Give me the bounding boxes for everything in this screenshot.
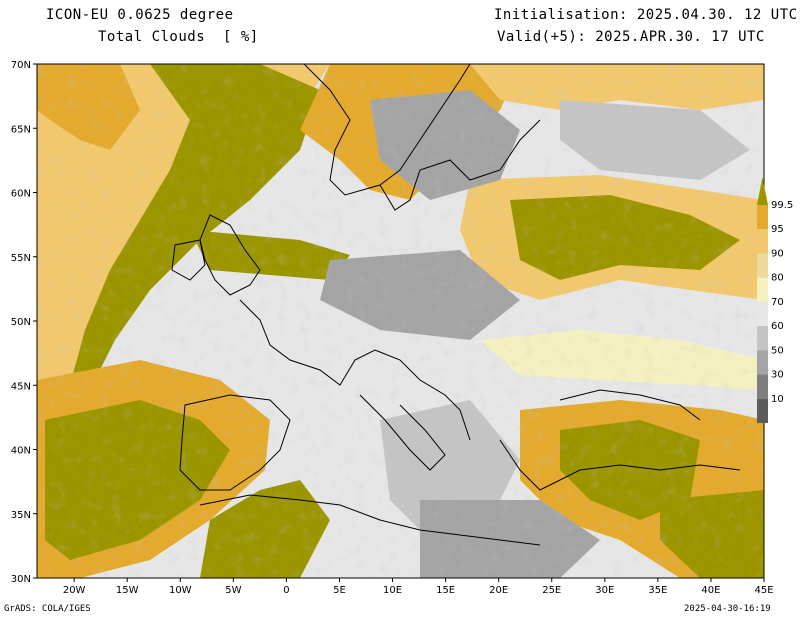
colorbar-swatch: [757, 253, 768, 278]
colorbar-label: 30: [771, 370, 784, 381]
lon-tick-label: 25E: [542, 585, 561, 596]
lon-tick-label: 45E: [754, 585, 773, 596]
colorbar-swatch: [757, 398, 768, 423]
render-timestamp: 2025-04-30-16:19: [684, 604, 771, 614]
lon-tick-label: 15W: [116, 585, 139, 596]
colorbar-cap: [757, 177, 768, 205]
latitude-axis: 70N 65N 60N 55N 50N 45N 40N 35N 30N: [11, 60, 37, 585]
coast-norway: [303, 64, 471, 196]
coast-italy: [359, 394, 446, 471]
lat-tick-label: 40N: [11, 446, 31, 457]
lon-tick-label: 30E: [595, 585, 614, 596]
lon-tick-label: 5W: [225, 585, 241, 596]
coast-iberia: [179, 394, 291, 491]
colorbar-label: 60: [771, 321, 784, 332]
lon-tick-label: 5E: [333, 585, 346, 596]
colorbar-swatch: [757, 229, 768, 254]
coast-north-africa: [199, 494, 541, 546]
colorbar-label: 90: [771, 248, 784, 259]
lon-tick-label: 15E: [436, 585, 455, 596]
lat-tick-label: 50N: [11, 317, 31, 328]
lon-tick-label: 35E: [648, 585, 667, 596]
colorbar-swatch: [757, 350, 768, 375]
init-time: Initialisation: 2025.04.30. 12 UTC: [494, 7, 798, 23]
colorbar-legend: 99.5 95 90 80 70 60 50 30 10: [757, 177, 793, 423]
lon-tick-label: 40E: [701, 585, 720, 596]
colorbar-swatch: [757, 374, 768, 399]
colorbar-label: 70: [771, 297, 784, 308]
colorbar-label: 95: [771, 224, 784, 235]
coast-france-italy: [239, 299, 471, 441]
coast-sweden-finland: [379, 119, 541, 211]
model-title: ICON-EU 0.0625 degree: [46, 7, 234, 23]
lat-tick-label: 55N: [11, 253, 31, 264]
colorbar-swatch: [757, 326, 768, 351]
lat-tick-label: 45N: [11, 381, 31, 392]
lon-tick-label: 0: [283, 585, 289, 596]
lon-tick-label: 20W: [63, 585, 86, 596]
colorbar-label: 10: [771, 394, 784, 405]
lat-tick-label: 30N: [11, 574, 31, 585]
lon-tick-label: 20E: [489, 585, 508, 596]
cloud-field: [37, 64, 764, 578]
valid-time: Valid(+5): 2025.APR.30. 17 UTC: [497, 29, 765, 45]
grads-credit: GrADS: COLA/IGES: [4, 604, 91, 614]
colorbar-swatch: [757, 205, 768, 230]
colorbar-swatch: [757, 301, 768, 327]
lat-tick-label: 70N: [11, 60, 31, 71]
colorbar-label: 80: [771, 273, 784, 284]
cloud-texture: [37, 64, 764, 578]
coast-ireland: [171, 239, 206, 281]
colorbar-label: 99.5: [771, 200, 793, 211]
lat-tick-label: 65N: [11, 124, 31, 135]
lon-tick-label: 10W: [169, 585, 192, 596]
lat-tick-label: 60N: [11, 189, 31, 200]
lon-tick-label: 10E: [383, 585, 402, 596]
coast-turkey: [499, 439, 741, 491]
coastlines: [171, 64, 741, 546]
colorbar-swatch: [757, 277, 768, 302]
coast-black-sea: [559, 389, 701, 421]
field-title: Total Clouds [ %]: [98, 29, 259, 45]
lat-tick-label: 35N: [11, 510, 31, 521]
longitude-axis: 20W 15W 10W 5W 0 5E 10E 15E 20E 25E 30E 35E 40E 45E: [63, 578, 774, 596]
colorbar-label: 50: [771, 345, 784, 356]
